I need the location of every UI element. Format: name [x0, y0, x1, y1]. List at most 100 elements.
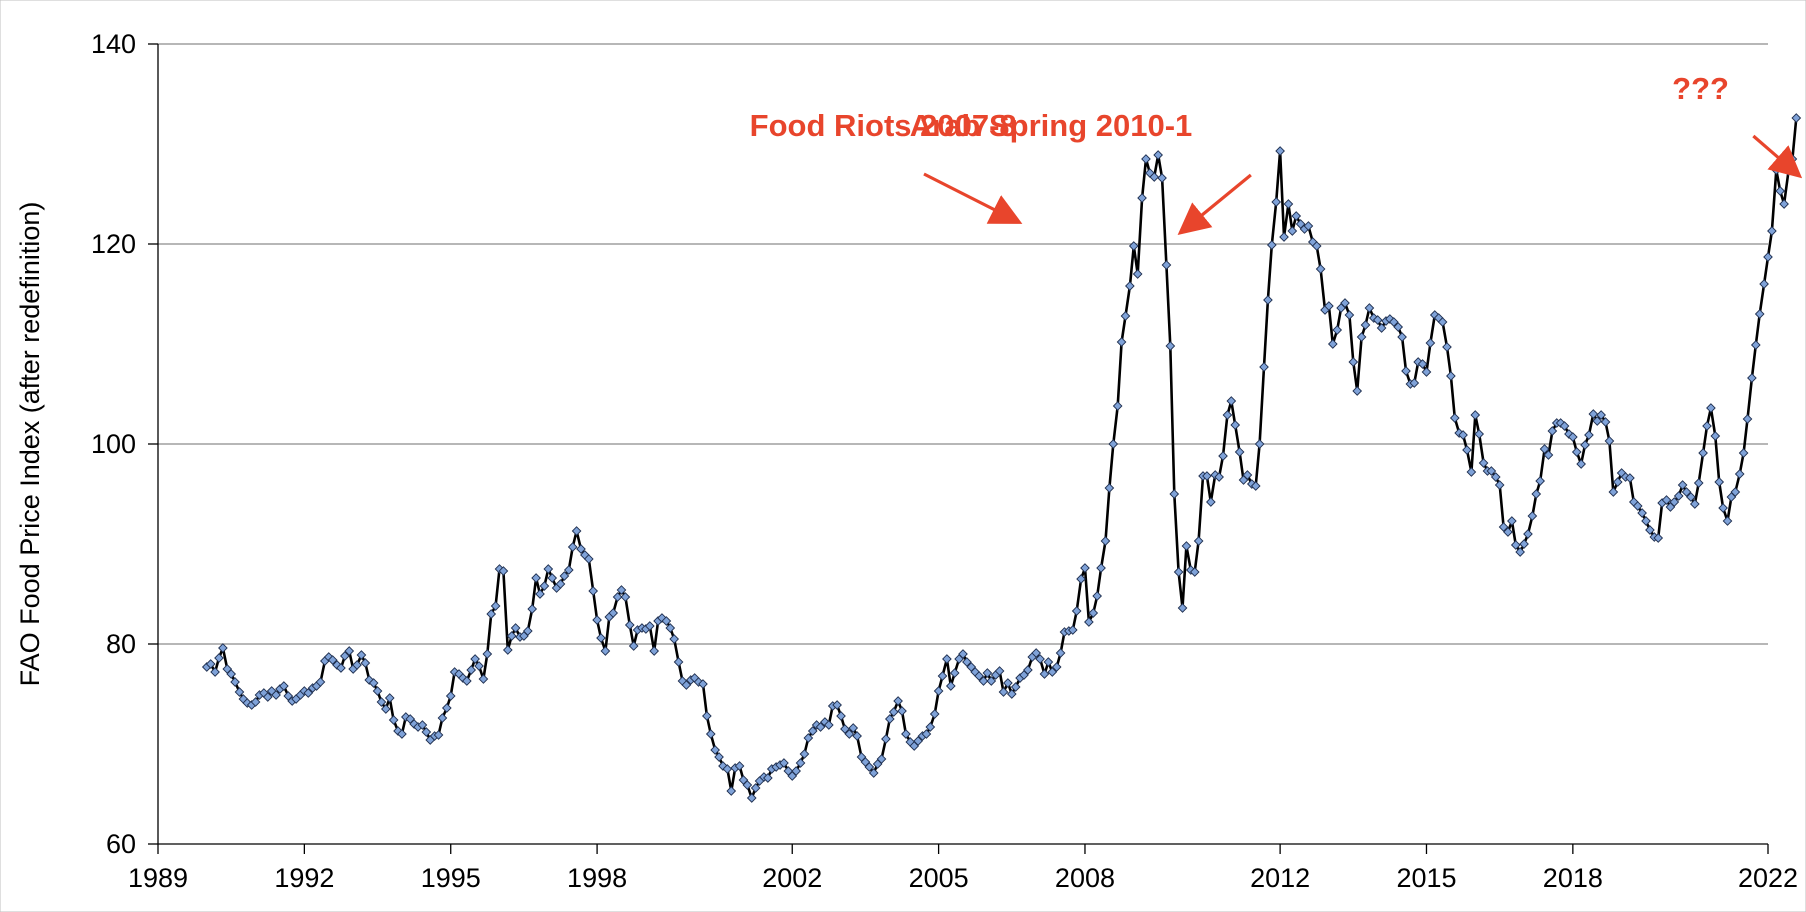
annotation-arrow-2	[1752, 134, 1803, 179]
data-point	[1096, 563, 1106, 573]
annotation-label-1: Arab Spring 2010-1	[910, 108, 1193, 143]
data-point	[1311, 241, 1322, 251]
data-point	[1275, 146, 1285, 156]
data-point	[836, 711, 846, 721]
data-point	[441, 703, 452, 713]
data-point	[1112, 401, 1123, 411]
data-point	[1332, 325, 1343, 335]
data-point	[1632, 501, 1643, 511]
data-point	[596, 633, 606, 643]
data-point	[1080, 563, 1090, 573]
data-point	[1279, 232, 1289, 242]
data-point	[1653, 533, 1664, 543]
data-point	[336, 663, 346, 673]
y-tick-label-80: 80	[106, 629, 136, 659]
data-point	[1076, 574, 1086, 584]
data-point	[461, 676, 472, 686]
data-point	[1360, 320, 1371, 330]
data-point	[1693, 478, 1704, 488]
data-point	[1214, 472, 1224, 482]
data-point	[218, 643, 228, 653]
data-point	[1596, 410, 1606, 420]
data-point	[1466, 467, 1477, 477]
data-point	[205, 659, 216, 669]
data-point	[779, 758, 789, 768]
data-point	[226, 669, 237, 679]
data-point	[1327, 339, 1338, 349]
data-point	[600, 646, 611, 656]
data-point	[437, 713, 448, 723]
data-point	[543, 564, 554, 574]
data-point	[1242, 470, 1253, 480]
data-point	[1409, 378, 1420, 388]
x-tick-label-1995: 1995	[421, 863, 481, 893]
series-food-price-index	[201, 113, 1802, 803]
data-point	[1543, 450, 1554, 460]
data-point	[210, 667, 220, 677]
data-point	[942, 654, 952, 664]
data-point	[933, 686, 944, 696]
data-point	[1669, 497, 1680, 507]
data-point	[531, 573, 541, 583]
data-point	[726, 786, 737, 796]
data-point	[1547, 426, 1558, 436]
data-point	[628, 641, 639, 651]
data-point	[714, 752, 724, 762]
data-point	[1539, 444, 1550, 454]
gridlines	[158, 43, 1768, 645]
data-point	[368, 678, 379, 688]
data-point	[466, 665, 477, 675]
data-point	[884, 714, 895, 724]
data-point	[271, 690, 281, 700]
data-point	[1507, 516, 1517, 526]
data-point	[998, 687, 1009, 697]
x-tick-label-2022: 2022	[1738, 863, 1798, 893]
data-point	[376, 697, 387, 707]
data-point	[417, 720, 428, 730]
data-point	[1132, 269, 1143, 279]
data-point	[1494, 480, 1505, 490]
annotation-label-0: Food Riots 2007-8	[750, 108, 1017, 143]
data-point	[445, 691, 456, 701]
data-point	[482, 649, 493, 659]
data-point	[852, 731, 862, 741]
data-point	[535, 589, 545, 599]
data-point	[665, 623, 676, 633]
data-point	[567, 542, 578, 552]
data-point	[864, 762, 875, 772]
data-point	[1564, 429, 1574, 439]
data-point	[1230, 420, 1241, 430]
data-point	[250, 697, 261, 707]
data-point	[1356, 332, 1367, 342]
data-point	[1641, 516, 1651, 526]
data-point	[702, 711, 712, 721]
data-point	[1202, 471, 1212, 481]
data-point	[352, 660, 362, 670]
data-point	[1470, 410, 1481, 420]
data-point	[303, 688, 314, 698]
data-point	[1100, 536, 1111, 546]
data-point	[381, 704, 391, 714]
data-point	[698, 679, 708, 689]
data-point	[498, 566, 509, 576]
data-point	[608, 608, 619, 618]
y-tick-label-100: 100	[91, 429, 136, 459]
data-point	[848, 723, 859, 733]
annotation-arrow-0	[923, 172, 1023, 224]
data-point	[1169, 489, 1180, 499]
data-point	[925, 722, 936, 732]
data-point	[1425, 338, 1436, 348]
data-point	[840, 724, 850, 734]
data-point	[1051, 662, 1062, 672]
x-tick-label-1998: 1998	[567, 863, 627, 893]
data-point	[921, 729, 932, 739]
data-point	[1612, 477, 1623, 487]
data-point	[510, 623, 521, 633]
data-point	[799, 749, 810, 759]
data-point	[722, 764, 733, 774]
data-point	[897, 706, 907, 716]
data-point	[1681, 487, 1692, 497]
data-point	[1686, 492, 1696, 502]
